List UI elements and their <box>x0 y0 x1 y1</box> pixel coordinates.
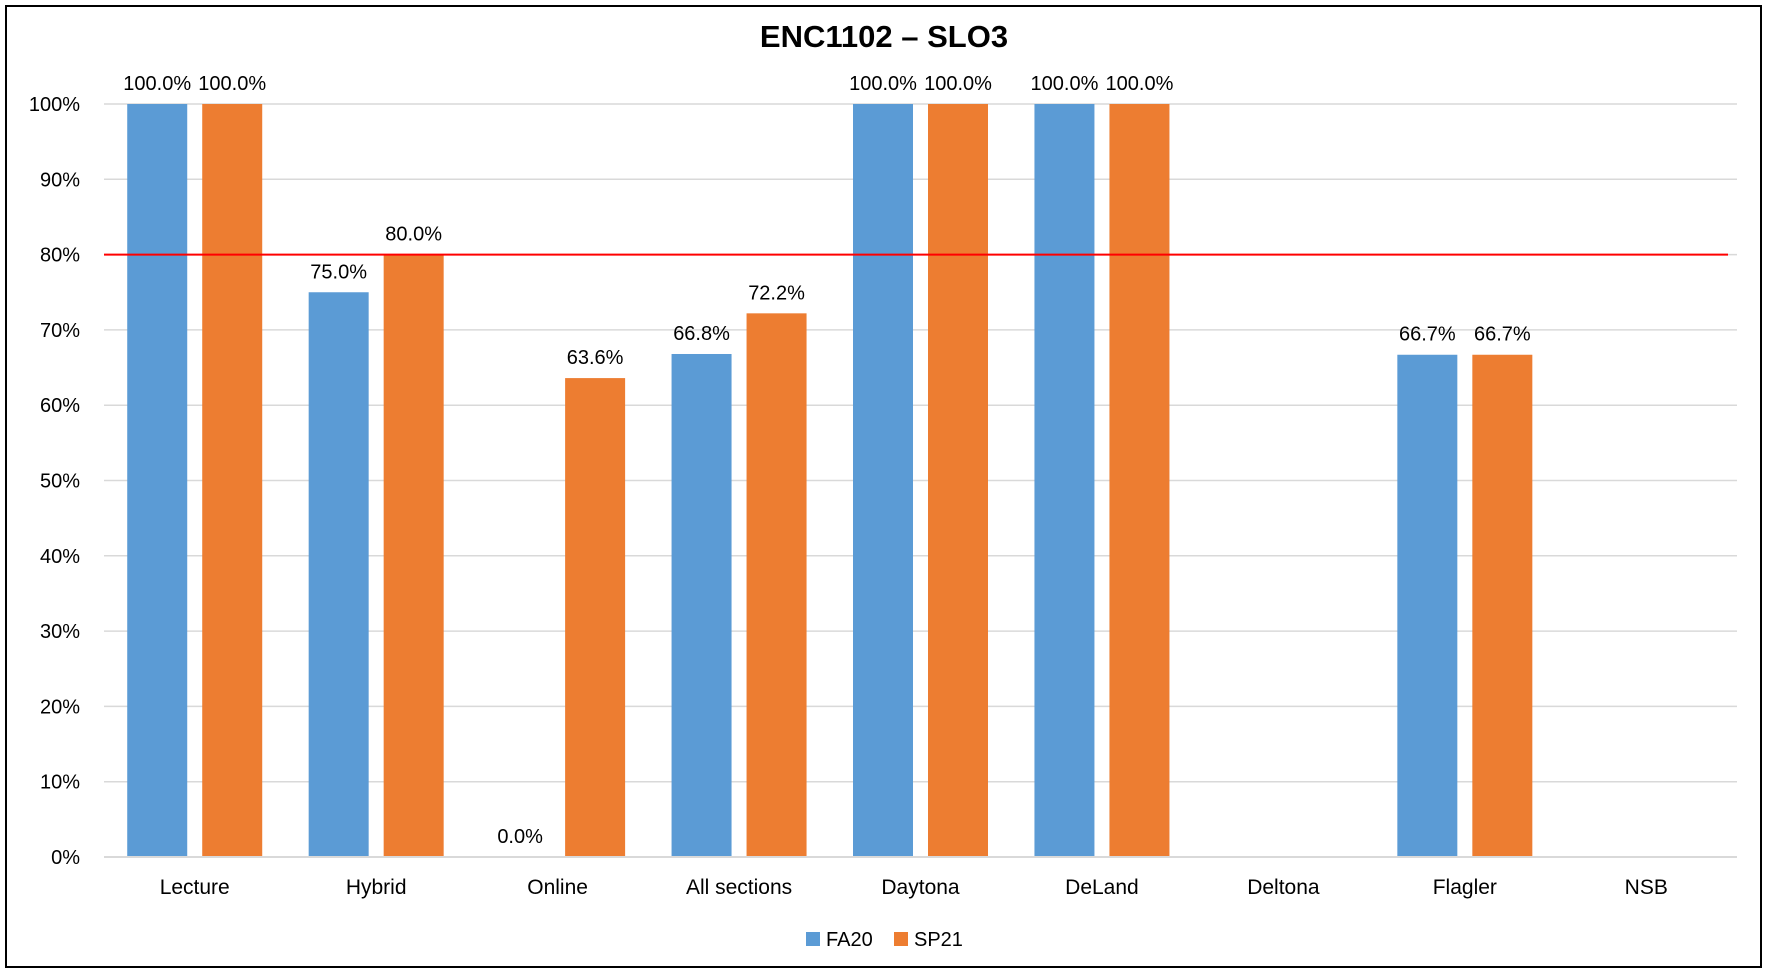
x-tick-label: Deltona <box>1247 876 1320 899</box>
bar-fa20 <box>853 104 913 857</box>
data-label: 100.0% <box>1031 73 1099 95</box>
y-tick-label: 30% <box>40 621 80 643</box>
data-label: 66.7% <box>1399 324 1456 346</box>
legend-label-sp21: SP21 <box>914 929 963 951</box>
bars <box>127 104 1533 858</box>
data-label: 66.7% <box>1474 324 1531 346</box>
data-label: 0.0% <box>497 826 543 848</box>
data-label: 80.0% <box>385 224 442 246</box>
x-tick-label: Flagler <box>1433 876 1497 899</box>
y-tick-label: 60% <box>40 395 80 417</box>
data-label: 66.8% <box>673 323 730 345</box>
y-tick-label: 80% <box>40 245 80 267</box>
bar-sp21 <box>1472 354 1533 857</box>
data-label: 63.6% <box>567 347 624 369</box>
data-label: 100.0% <box>849 73 917 95</box>
legend: FA20 SP21 <box>806 929 963 951</box>
data-label: 72.2% <box>748 282 805 304</box>
y-tick-label: 0% <box>51 847 80 869</box>
x-tick-label: All sections <box>686 876 792 899</box>
x-tick-label: Lecture <box>160 876 230 899</box>
legend-label-fa20: FA20 <box>826 929 873 951</box>
bar-fa20 <box>671 353 732 857</box>
bar-fa20 <box>1397 354 1458 857</box>
legend-swatch-sp21 <box>894 932 908 946</box>
legend-swatch-fa20 <box>806 932 820 946</box>
bar-sp21 <box>746 313 807 858</box>
data-label: 75.0% <box>310 261 367 283</box>
x-tick-label: DeLand <box>1065 876 1139 899</box>
y-tick-label: 40% <box>40 546 80 568</box>
y-tick-label: 50% <box>40 471 80 493</box>
x-tick-label: NSB <box>1625 876 1668 899</box>
bar-sp21 <box>1109 104 1170 857</box>
x-tick-label: Online <box>527 876 588 899</box>
axes: 0% 10% 20% 30% 40% 50% 60% 70% 80% 90% 100% Lecture… <box>29 94 1737 899</box>
bar-sp21 <box>565 378 626 857</box>
y-tick-label: 10% <box>40 772 80 794</box>
bar-sp21 <box>202 104 263 857</box>
data-label: 100.0% <box>198 73 266 95</box>
x-tick-label: Daytona <box>881 876 960 899</box>
bar-sp21 <box>383 254 444 858</box>
x-tick-label: Hybrid <box>346 876 407 899</box>
bar-sp21 <box>928 104 988 857</box>
y-tick-label: 90% <box>40 169 80 191</box>
bar-fa20 <box>1034 104 1095 857</box>
gridlines <box>104 103 1737 783</box>
chart-title: ENC1102 – SLO3 <box>760 19 1008 54</box>
y-tick-label: 70% <box>40 320 80 342</box>
data-label: 100.0% <box>1106 73 1174 95</box>
data-label: 100.0% <box>123 73 191 95</box>
data-label: 100.0% <box>924 73 992 95</box>
data-labels: 100.0% 100.0% 75.0% 80.0% 0.0% 63.6% 66.8% 72.2… <box>123 73 1531 848</box>
y-tick-label: 100% <box>29 94 80 116</box>
bar-fa20 <box>127 104 188 857</box>
y-tick-label: 20% <box>40 696 80 718</box>
bar-fa20 <box>308 292 369 857</box>
